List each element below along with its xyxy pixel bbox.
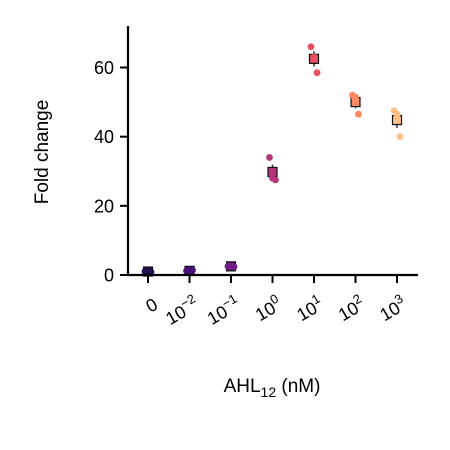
data-point (396, 133, 404, 141)
y-ticks: 0 20 40 60 (94, 58, 128, 286)
data-point (393, 110, 401, 118)
x-tick-label: 10−1 (202, 291, 244, 329)
y-axis-label: Fold change (32, 100, 53, 205)
category-group (349, 91, 362, 118)
data-point (313, 69, 321, 77)
x-tick-label: 0 (142, 294, 161, 316)
x-tick-label: 100 (250, 291, 286, 325)
x-tick-label: 103 (374, 291, 410, 325)
data-point (230, 263, 238, 271)
y-tick-label: 20 (94, 196, 114, 216)
x-tick-label: 10−2 (160, 291, 202, 329)
data-point (147, 268, 155, 276)
x-tick-label: 102 (333, 291, 369, 325)
category-group (307, 43, 321, 77)
category-group (390, 107, 404, 141)
x-ticks: 0 10−210−1 100 101 102 103 (142, 275, 410, 329)
y-tick-label: 0 (104, 266, 114, 286)
data-point (310, 53, 318, 61)
category-group (224, 261, 238, 272)
category-group (266, 154, 279, 184)
y-tick-label: 60 (94, 58, 114, 78)
data-point (266, 154, 273, 161)
data-point (272, 176, 279, 184)
y-tick-label: 40 (94, 127, 114, 147)
category-group (141, 266, 155, 277)
data-point (355, 110, 362, 118)
data-point (189, 266, 196, 274)
data-point (352, 93, 359, 101)
data-marks (141, 43, 404, 277)
axes (126, 26, 418, 277)
data-point (307, 43, 315, 51)
x-tick-label: 101 (291, 291, 327, 325)
x-axis-label: AHL12 (nM) (224, 376, 321, 400)
